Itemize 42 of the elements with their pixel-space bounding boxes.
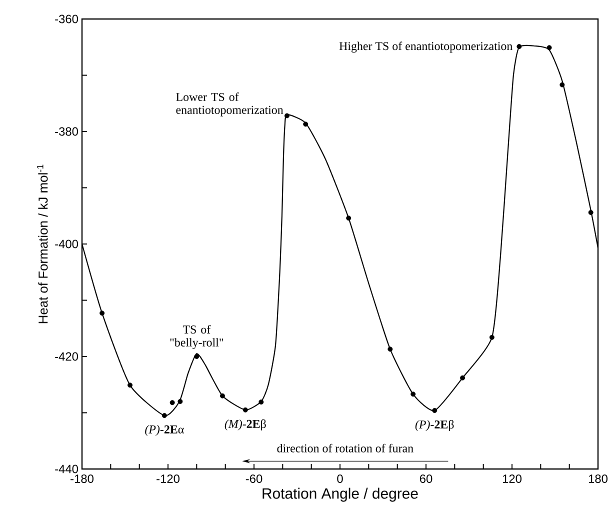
- annotation: (P)-2Eβ: [415, 420, 454, 431]
- point: [303, 122, 308, 127]
- x-tick-label: 120: [502, 474, 522, 483]
- point: [546, 45, 552, 50]
- x-tick-label: 180: [588, 474, 608, 483]
- point: [560, 82, 565, 88]
- point: [516, 44, 522, 50]
- x-tick-label: 60: [420, 474, 432, 483]
- y-tick-label: -440: [55, 464, 78, 474]
- point: [410, 392, 416, 397]
- point: [162, 413, 167, 418]
- y-tick-label: -380: [55, 127, 78, 136]
- annotation: TS of "belly-roll": [170, 325, 224, 349]
- x-tick-label: -180: [70, 474, 94, 483]
- x-tick-label: -120: [156, 474, 180, 483]
- point: [460, 375, 466, 380]
- point: [128, 382, 133, 388]
- point: [432, 408, 438, 413]
- annotation: (M)-2Eβ: [224, 419, 266, 430]
- point: [489, 334, 494, 340]
- x-tick-label: -60: [246, 474, 262, 483]
- y-axis-title: Heat of Formation / kJ mol$^{-1}$: [37, 164, 48, 324]
- annotation: direction of rotation of furan: [277, 444, 414, 452]
- point: [284, 113, 290, 118]
- y-tick-label: -360: [55, 14, 78, 24]
- point: [178, 398, 183, 404]
- annotation: (P)-2Eα: [145, 425, 184, 436]
- y-tick-label: -400: [55, 240, 78, 248]
- x-axis-title: Rotation Angle / degree: [262, 488, 418, 502]
- annotation: Lower TS of enantiotopomerization: [176, 92, 284, 116]
- x-tick-label: 0: [337, 474, 343, 483]
- point: [100, 310, 105, 316]
- annotation: Higher TS of enantiotopomerization: [339, 42, 512, 53]
- point: [258, 400, 264, 405]
- point: [194, 354, 200, 359]
- point: [220, 393, 225, 398]
- point: [588, 210, 594, 215]
- point: [346, 216, 352, 221]
- y-tick-label: -420: [55, 352, 78, 361]
- point: [170, 400, 175, 406]
- point: [242, 407, 248, 412]
- point: [388, 346, 393, 352]
